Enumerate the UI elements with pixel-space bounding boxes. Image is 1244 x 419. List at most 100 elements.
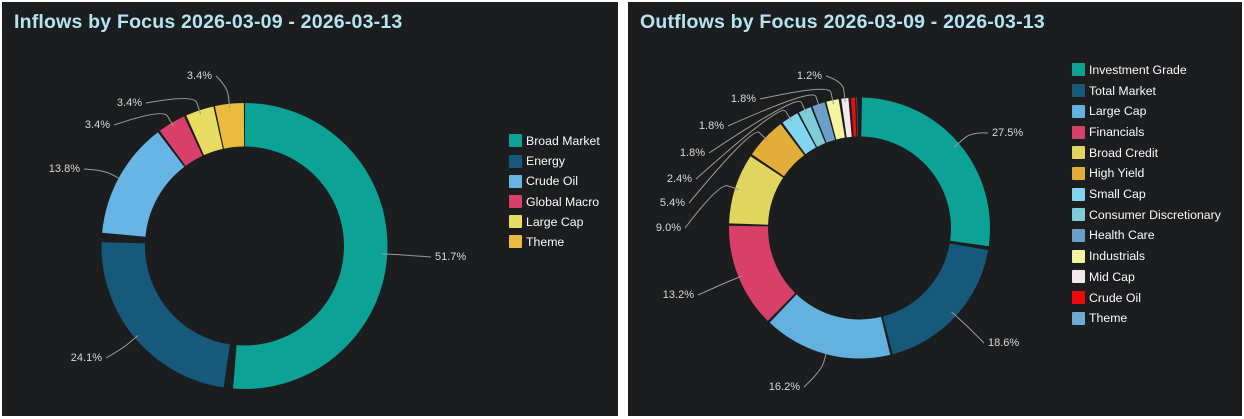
percent-label: 16.2% (769, 381, 800, 393)
legend-label: Total Market (1089, 83, 1156, 98)
legend-swatch (1072, 104, 1085, 118)
legend-swatch (509, 235, 522, 249)
legend-item-consumer-discretionary[interactable]: Consumer Discretionary (1072, 204, 1221, 225)
legend-label: Broad Market (526, 133, 600, 148)
legend-label: Energy (526, 154, 565, 169)
label-line (695, 109, 793, 180)
legend-item-crude-oil[interactable]: Crude Oil (509, 171, 600, 191)
pie-slice-broad-market[interactable] (233, 103, 388, 389)
percent-label: 1.2% (797, 70, 822, 82)
pie-slice-high-yield[interactable] (751, 124, 805, 177)
legend-swatch (1072, 84, 1085, 98)
pie-slice-health-care[interactable] (812, 102, 836, 143)
pie-slice-large-cap[interactable] (186, 106, 223, 156)
legend-item-high-yield[interactable]: High Yield (1072, 163, 1221, 184)
pie-slice-crude-oil[interactable] (850, 97, 857, 137)
legend-swatch (1072, 270, 1085, 284)
inflows-legend: Broad Market Energy Crude Oil Global Macro L… (509, 131, 600, 252)
legend-label: Industrials (1089, 249, 1146, 264)
legend-item-broad-market[interactable]: Broad Market (509, 131, 600, 151)
legend-item-global-macro[interactable]: Global Macro (509, 191, 600, 211)
legend-swatch (509, 215, 522, 229)
outflows-chart-panel: Outflows by Focus 2026-03-09 - 2026-03-1… (628, 2, 1242, 416)
legend-label: Crude Oil (1089, 290, 1141, 305)
pie-slice-mid-cap[interactable] (841, 97, 852, 138)
outflows-legend: Investment Grade Total Market Large Cap Fin… (1072, 60, 1221, 329)
legend-swatch (1072, 291, 1085, 305)
legend-label: Broad Credit (1089, 145, 1159, 160)
label-line (803, 350, 828, 388)
legend-label: Mid Cap (1089, 269, 1135, 284)
legend-item-large-cap[interactable]: Large Cap (509, 212, 600, 232)
pie-slice-energy[interactable] (101, 242, 230, 388)
legend-label: Global Macro (526, 194, 600, 209)
legend-swatch (1072, 208, 1085, 222)
percent-label: 13.8% (49, 163, 80, 175)
pie-slice-global-macro[interactable] (159, 116, 203, 166)
label-line (825, 75, 846, 103)
legend-item-financials[interactable]: Financials (1072, 122, 1221, 143)
label-line (215, 75, 231, 108)
label-line (145, 98, 202, 115)
pie-slice-broad-credit[interactable] (729, 156, 784, 225)
outflows-donut-chart: 27.5% 18.6% 16.2% 13.2% 9.0% 5.4% 2.4% 1.8% 1.8%… (656, 70, 1023, 393)
inflows-chart-title: Inflows by Focus 2026-03-09 - 2026-03-13 (14, 11, 403, 33)
legend-label: Large Cap (526, 214, 584, 229)
legend-item-mid-cap[interactable]: Mid Cap (1072, 267, 1221, 288)
label-line (708, 100, 807, 154)
legend-item-theme[interactable]: Theme (509, 232, 600, 252)
percent-label: 2.4% (667, 173, 692, 185)
label-line (953, 132, 989, 148)
legend-swatch (1072, 228, 1085, 242)
percent-label: 3.4% (117, 97, 142, 109)
legend-item-investment-grade[interactable]: Investment Grade (1072, 60, 1221, 81)
legend-swatch (1072, 125, 1085, 139)
legend-item-crude-oil[interactable]: Crude Oil (1072, 287, 1221, 308)
legend-label: Investment Grade (1089, 62, 1187, 77)
legend-label: Theme (1089, 311, 1128, 326)
pie-slice-industrials[interactable] (826, 99, 845, 140)
legend-item-health-care[interactable]: Health Care (1072, 225, 1221, 246)
legend-item-small-cap[interactable]: Small Cap (1072, 184, 1221, 205)
label-line (113, 113, 175, 127)
label-line (105, 335, 139, 359)
legend-item-broad-credit[interactable]: Broad Credit (1072, 142, 1221, 163)
legend-label: Consumer Discretionary (1089, 207, 1221, 222)
legend-label: Crude Oil (526, 174, 578, 189)
pie-slice-small-cap[interactable] (782, 113, 816, 155)
pie-slice-theme[interactable] (214, 103, 245, 149)
pie-slice-financials[interactable] (729, 225, 796, 321)
legend-label: Financials (1089, 125, 1145, 140)
pie-slice-total-market[interactable] (882, 243, 989, 355)
label-line (951, 311, 985, 344)
percent-label: 24.1% (71, 352, 102, 364)
legend-swatch (509, 134, 522, 148)
percent-label: 3.4% (85, 119, 110, 131)
percent-label: 3.4% (187, 70, 212, 82)
legend-swatch (1072, 311, 1085, 325)
percent-label: 9.0% (656, 222, 681, 234)
pie-slice-investment-grade[interactable] (861, 97, 990, 247)
label-line (697, 275, 743, 296)
inflows-donut-chart: 51.7% 24.1% 13.8% 3.4% 3.4% 3.4% (49, 70, 466, 389)
legend-swatch (1072, 187, 1085, 201)
legend-swatch (509, 154, 522, 168)
legend-item-industrials[interactable]: Industrials (1072, 246, 1221, 267)
legend-item-energy[interactable]: Energy (509, 151, 600, 171)
legend-label: Theme (526, 234, 565, 249)
legend-swatch (1072, 63, 1085, 77)
pie-slice-consumer-discretionary[interactable] (798, 106, 826, 147)
legend-item-total-market[interactable]: Total Market (1072, 80, 1221, 101)
pie-slice-large-cap[interactable] (769, 294, 891, 359)
legend-label: High Yield (1089, 166, 1145, 181)
pie-slice-crude-oil[interactable] (102, 132, 185, 237)
label-line (727, 94, 821, 127)
legend-item-large-cap[interactable]: Large Cap (1072, 101, 1221, 122)
percent-label: 1.8% (699, 120, 724, 132)
outflows-chart-title: Outflows by Focus 2026-03-09 - 2026-03-1… (640, 11, 1045, 33)
legend-item-theme[interactable]: Theme (1072, 308, 1221, 329)
pie-slice-theme[interactable] (856, 97, 858, 137)
legend-swatch (1072, 166, 1085, 180)
legend-label: Health Care (1089, 228, 1155, 243)
